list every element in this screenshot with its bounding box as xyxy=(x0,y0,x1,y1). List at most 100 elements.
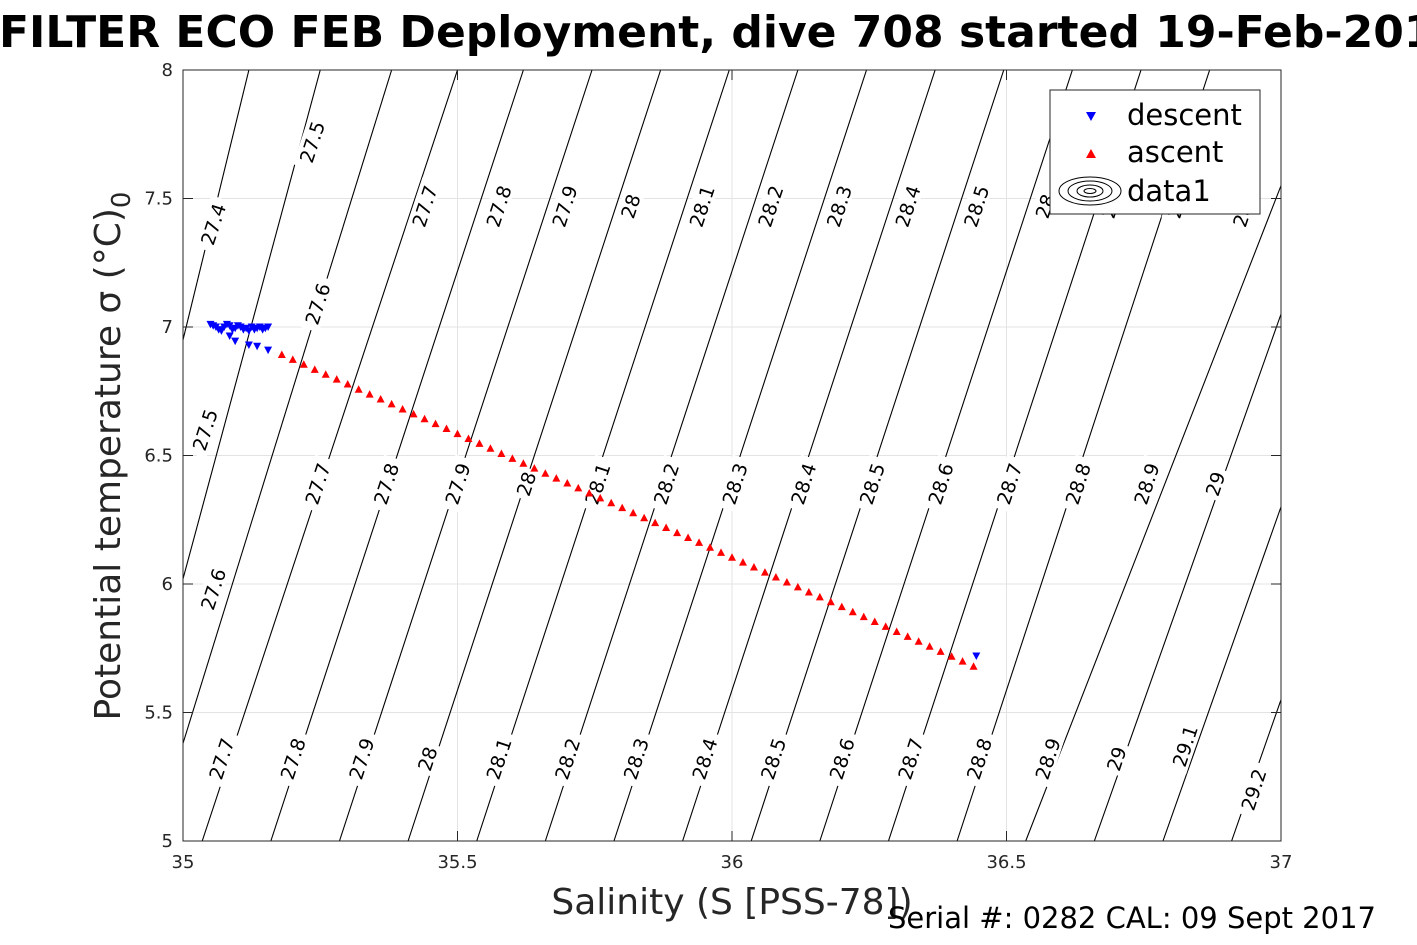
ascent-point xyxy=(640,513,649,522)
contour-label-halo xyxy=(298,454,336,513)
ascent-point xyxy=(321,370,330,378)
contour-label-halo xyxy=(1101,740,1131,777)
ascent-point xyxy=(585,489,594,497)
contour-label-halo xyxy=(1166,716,1203,775)
ascent-point xyxy=(497,449,506,457)
ascent-point xyxy=(596,493,605,502)
contour-label-halo xyxy=(194,560,232,618)
contour-line-27-6 xyxy=(183,70,393,744)
ascent-point xyxy=(431,419,440,428)
ascent-point xyxy=(892,627,901,636)
contour-line-28-6 xyxy=(819,70,1073,841)
ascent-point xyxy=(749,563,758,571)
ascent-point xyxy=(706,543,715,551)
ascent-point xyxy=(804,587,813,596)
ascent-point xyxy=(881,622,890,630)
y-axis-label-group: Potential temperature σ (°C)0 xyxy=(88,192,137,721)
y-tick-label: 8 xyxy=(162,60,173,81)
ascent-point xyxy=(925,642,934,650)
contour-label-halo xyxy=(405,177,443,235)
ascent-point xyxy=(969,662,978,670)
legend-data1-label: data1 xyxy=(1127,174,1211,208)
contour-label-halo xyxy=(342,729,380,788)
contour-label-halo xyxy=(1028,729,1066,788)
contour-line-28 xyxy=(407,70,662,841)
ascent-point xyxy=(288,355,297,363)
serial-calibration-note: Serial #: 0282 CAL: 09 Sept 2017 xyxy=(888,901,1376,935)
contour-label-halo xyxy=(685,729,723,788)
ascent-point xyxy=(299,360,308,368)
contour-label-halo xyxy=(273,729,311,788)
series-marks xyxy=(206,320,981,670)
ascent-point xyxy=(277,350,286,358)
ascent-point xyxy=(782,577,791,586)
descent-point xyxy=(253,342,262,351)
contour-line-28-9 xyxy=(1025,185,1281,841)
ascent-point xyxy=(552,474,561,482)
contour-label-halo xyxy=(1234,760,1272,819)
contour-label-halo xyxy=(1059,454,1096,513)
ascent-point xyxy=(508,454,517,462)
contour-line-27-7 xyxy=(201,70,459,841)
contour-label-halo xyxy=(820,177,857,235)
ascent-point xyxy=(354,385,363,393)
axis-ticks: 35 35.5 36 36.5 37 5 5.5 6 6.5 7 7.5 8 xyxy=(144,60,1292,873)
contour-label-halo xyxy=(891,729,929,788)
ascent-point xyxy=(903,632,912,640)
contour-line-28-5 xyxy=(750,70,1005,841)
x-tick-label: 36.5 xyxy=(986,852,1026,873)
contour-label-halo xyxy=(1127,454,1165,513)
y-tick-label: 7 xyxy=(162,317,173,338)
contour-label-halo xyxy=(1199,465,1230,502)
contour-label-halo xyxy=(298,274,336,333)
y-axis-label: Potential temperature σ (°C)0 xyxy=(88,192,137,721)
contour-label-halo xyxy=(548,729,586,788)
contour-label-halo xyxy=(617,729,654,788)
contour-label-halo xyxy=(822,729,860,788)
contour-label-halo xyxy=(682,177,720,235)
ascent-point xyxy=(563,478,572,487)
ascent-point xyxy=(673,528,682,537)
ascent-point xyxy=(859,612,868,621)
ascent-point xyxy=(332,375,341,383)
contour-label-halo xyxy=(960,729,997,788)
contour-label: 27.6 xyxy=(194,560,232,618)
ascent-point xyxy=(310,365,319,373)
legend-data1-contour-icon xyxy=(1058,176,1122,206)
contour-label-halo xyxy=(957,177,995,235)
ascent-point xyxy=(574,483,583,492)
ascent-point xyxy=(651,518,660,527)
ascent-point xyxy=(464,434,473,443)
contour-label-halo xyxy=(412,740,442,777)
contour-label-halo xyxy=(578,454,616,513)
legend-ascent-marker xyxy=(1086,149,1096,158)
contour-line-27-8 xyxy=(270,70,524,841)
ascent-point xyxy=(475,439,484,447)
ascent-point xyxy=(662,523,671,531)
legend-ascent-label: ascent xyxy=(1127,135,1223,169)
descent-point xyxy=(244,341,253,349)
ascent-point xyxy=(947,652,956,660)
y-tick-label: 7.5 xyxy=(144,189,173,210)
contour-label: 28.3 xyxy=(617,729,654,788)
ascent-point xyxy=(607,498,616,507)
descent-point xyxy=(264,323,273,331)
contour-label-halo xyxy=(888,177,926,235)
ascent-point xyxy=(442,424,451,433)
y-tick-label: 6 xyxy=(162,574,173,595)
y-tick-label: 5.5 xyxy=(144,703,173,724)
contour-label-halo xyxy=(615,188,645,225)
contour-line-28-3 xyxy=(613,70,868,841)
x-tick-label: 36 xyxy=(721,852,744,873)
contour-label-halo xyxy=(545,177,583,235)
contour-label-halo xyxy=(186,400,223,459)
ascent-point xyxy=(365,390,374,398)
x-tick-label: 35.5 xyxy=(437,852,477,873)
y-axis-label-subscript: 0 xyxy=(107,192,137,209)
ascent-point xyxy=(815,592,824,601)
ascent-point xyxy=(530,464,539,472)
y-tick-label: 5 xyxy=(162,831,173,852)
contour-label-halo xyxy=(751,177,789,235)
ascent-point xyxy=(387,399,396,408)
ascent-point xyxy=(519,459,528,467)
